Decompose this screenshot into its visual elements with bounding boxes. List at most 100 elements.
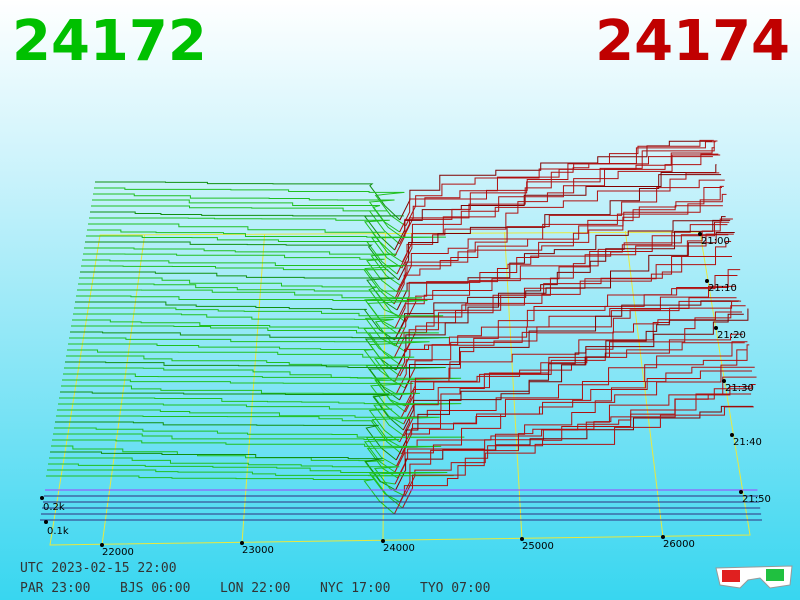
bid-depth-line	[49, 457, 406, 497]
bid-depth-line	[79, 277, 400, 317]
timezone: BJS 06:00	[120, 581, 190, 596]
ask-price: 24174	[595, 9, 790, 74]
bid-depth-line	[86, 235, 398, 275]
price-tick	[381, 539, 385, 543]
bid-depth-line	[85, 241, 399, 281]
ask-depth-line	[404, 406, 754, 497]
ask-depth-line	[395, 308, 749, 461]
bid-depth-line	[80, 271, 398, 311]
ask-depth-line	[395, 405, 753, 491]
ask-depth-line	[402, 313, 744, 431]
bid-depth-line	[91, 205, 400, 245]
glasses-icon	[715, 565, 793, 589]
ask-depth-line	[394, 370, 752, 485]
bid-depth-line	[67, 349, 415, 389]
ask-depth-line	[404, 269, 741, 407]
time-label: 21:00	[701, 236, 730, 247]
bid-depth-line	[84, 247, 402, 287]
ask-depth-line	[401, 172, 720, 269]
bid-depth-line	[89, 217, 396, 257]
bid-depth-line	[83, 253, 398, 293]
bid-depth-line	[57, 409, 440, 449]
bid-depth-line	[78, 283, 410, 323]
ask-depth-line	[401, 341, 748, 455]
ask-depth-line	[399, 141, 716, 245]
ask-depth-line	[399, 305, 746, 443]
depth-lines	[40, 139, 762, 521]
time-label: 21:50	[742, 494, 771, 505]
time-label: 21:10	[708, 283, 737, 294]
ask-depth-line	[399, 139, 714, 233]
ask-depth-line	[404, 300, 742, 413]
price-label: 26000	[663, 539, 695, 550]
depth-label: 0.1k	[47, 526, 69, 537]
ask-depth-line	[398, 174, 722, 281]
bid-depth-line	[46, 475, 395, 515]
bid-depth-line	[48, 463, 448, 503]
ask-depth-line	[396, 344, 750, 467]
ask-depth-line	[404, 274, 738, 389]
price-label: 24000	[383, 543, 415, 554]
bid-price: 24172	[12, 9, 207, 74]
bid-depth-line	[68, 343, 395, 383]
bid-depth-line	[88, 223, 403, 263]
ask-depth-line	[403, 333, 743, 425]
price-tick	[240, 541, 244, 545]
ask-depth-line	[393, 179, 725, 305]
depth-label: 0.2k	[43, 502, 65, 513]
ask-depth-line	[401, 153, 719, 263]
bid-depth-line	[56, 415, 402, 455]
bid-depth-line	[53, 433, 400, 473]
price-label: 22000	[102, 547, 134, 558]
time-tick	[730, 433, 734, 437]
bid-depth-line	[77, 289, 422, 329]
bid-depth-line	[72, 319, 405, 359]
bid-depth-line	[73, 313, 407, 353]
axis-labels: 22000 23000 24000 25000 26000 0.2k 0.1k 21:00 21…	[40, 232, 771, 558]
ask-depth-line	[396, 205, 723, 293]
bid-depth-line	[51, 445, 396, 485]
price-tick	[661, 535, 665, 539]
bid-depth-line	[74, 307, 444, 347]
timezone: LON 22:00	[220, 581, 290, 596]
ask-depth-line	[405, 224, 728, 323]
bid-depth-line	[63, 373, 462, 413]
price-grid-line	[624, 230, 664, 538]
bid-depth-line	[93, 193, 400, 233]
ask-depth-line	[394, 219, 731, 341]
ask-depth-line	[398, 233, 734, 365]
price-tick	[520, 537, 524, 541]
price-label: 23000	[242, 545, 274, 556]
ask-depth-line	[402, 383, 756, 509]
bid-depth-line	[61, 385, 421, 425]
bid-depth-line	[54, 427, 465, 467]
bid-depth-line	[70, 331, 450, 371]
ask-depth-line	[399, 366, 755, 503]
depth-tick	[40, 496, 44, 500]
bid-depth-line	[87, 229, 446, 269]
ask-depth-line	[402, 147, 715, 239]
ask-depth-line	[394, 185, 724, 299]
bid-depth-line	[69, 337, 430, 377]
time-tick	[722, 379, 726, 383]
ask-depth-line	[402, 349, 747, 449]
timezone: NYC 17:00	[320, 581, 390, 596]
bid-depth-line	[55, 421, 397, 461]
depth-tick	[44, 520, 48, 524]
ask-depth-line	[394, 234, 729, 329]
bid-depth-line	[50, 451, 396, 491]
ask-depth-line	[393, 376, 757, 515]
bid-depth-line	[52, 439, 442, 479]
bid-depth-line	[47, 469, 454, 509]
bid-depth-line	[75, 301, 395, 341]
bid-depth-line	[76, 295, 428, 335]
time-tick	[714, 326, 718, 330]
ask-depth-line	[395, 231, 735, 371]
price-tick	[100, 543, 104, 547]
bid-depth-line	[62, 379, 414, 419]
time-tick	[739, 490, 743, 494]
bid-depth-line	[94, 187, 406, 227]
time-tick	[705, 279, 709, 283]
ask-depth-line	[403, 342, 745, 437]
